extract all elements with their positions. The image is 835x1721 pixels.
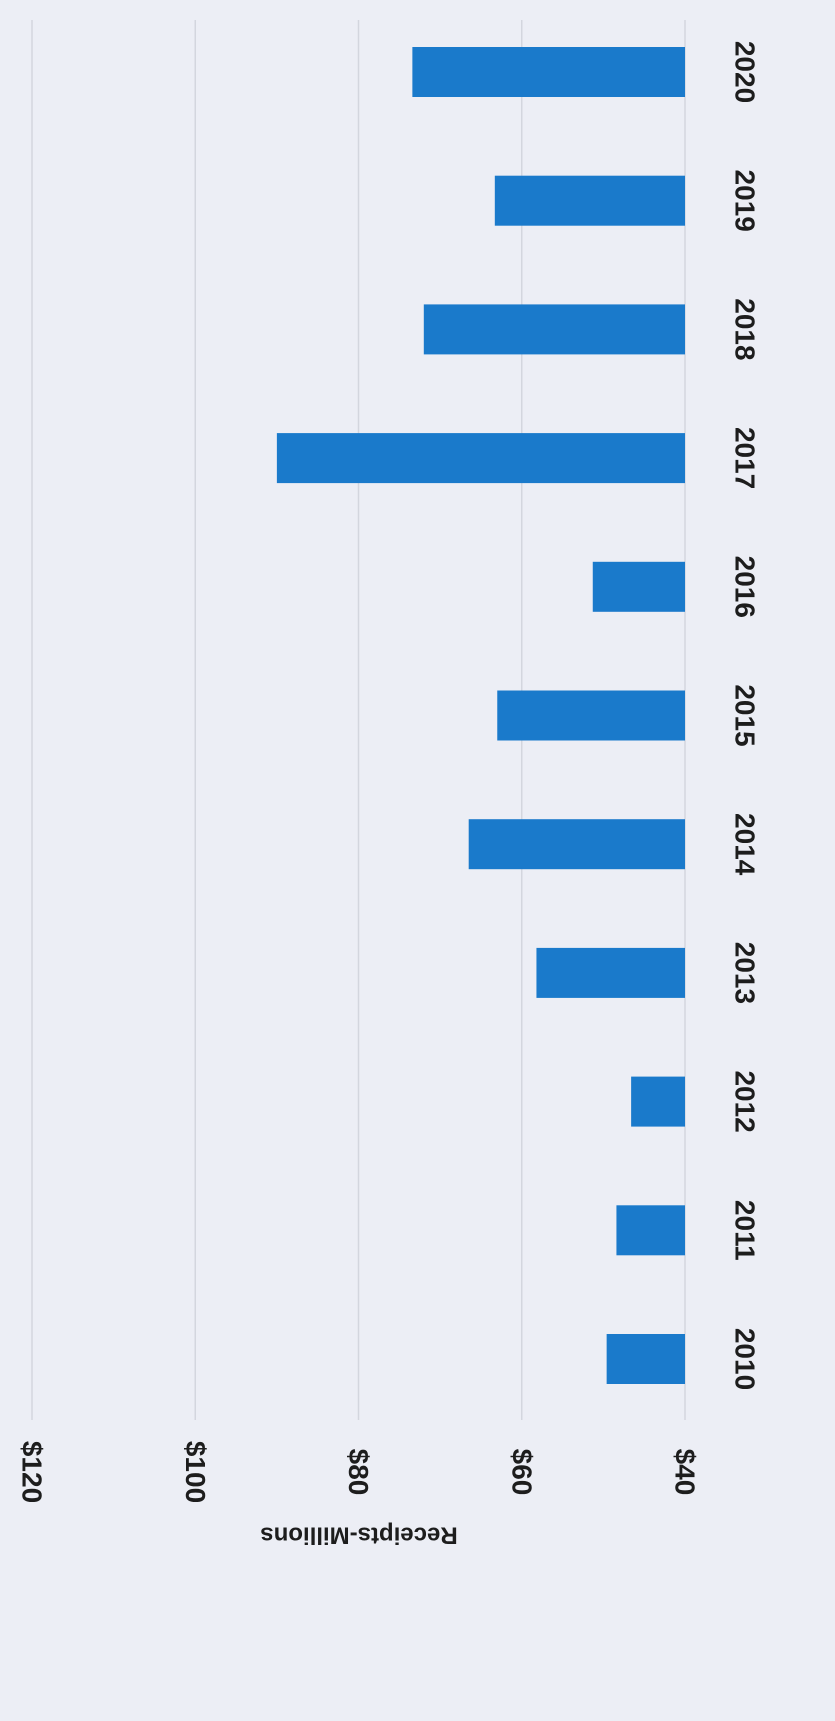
value-tick-label: $100 <box>180 1441 211 1503</box>
category-label-2012: 2012 <box>730 1070 761 1132</box>
category-labels: 2010 2011 2012 2013 2014 2015 2016 2017 2018 2019… <box>730 41 761 1390</box>
category-label-2020: 2020 <box>730 41 761 103</box>
gridlines <box>31 20 686 1420</box>
bar-2017 <box>276 433 685 484</box>
category-label-2019: 2019 <box>730 170 761 232</box>
category-label-2011: 2011 <box>730 1200 761 1261</box>
bar-2014 <box>468 819 685 870</box>
value-tick-label: $60 <box>506 1449 537 1496</box>
bars <box>276 47 685 1384</box>
bar-2012 <box>631 1076 685 1127</box>
axis-titles: Receipts-Millions <box>260 1522 457 1549</box>
y-axis-title: Receipts-Millions <box>260 1522 457 1549</box>
bar-2018 <box>423 304 685 355</box>
category-label-2013: 2013 <box>730 942 761 1004</box>
bar-2013 <box>536 947 685 998</box>
bar-2016 <box>592 561 685 612</box>
category-label-2014: 2014 <box>730 813 761 876</box>
bar-2011 <box>616 1205 685 1256</box>
bar-2010 <box>606 1334 685 1384</box>
value-tick-label: $40 <box>670 1449 701 1496</box>
category-label-2018: 2018 <box>730 298 761 360</box>
value-tick-label: $120 <box>17 1441 48 1503</box>
bar-2015 <box>497 690 685 741</box>
value-tick-label: $80 <box>343 1449 374 1496</box>
category-label-2016: 2016 <box>730 556 761 618</box>
bar-2020 <box>412 47 685 97</box>
value-tick-labels: $40 $60 $80 $100 $120 <box>17 1441 701 1503</box>
category-label-2015: 2015 <box>730 684 761 746</box>
category-label-2017: 2017 <box>730 427 761 489</box>
category-label-2010: 2010 <box>730 1328 761 1390</box>
bar-2019 <box>494 175 685 226</box>
